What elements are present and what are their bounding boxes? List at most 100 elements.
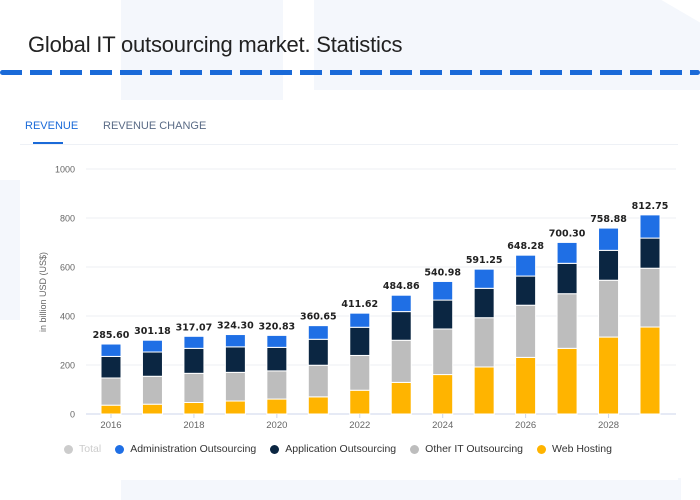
legend-dot-icon (115, 444, 125, 454)
bar-segment (598, 227, 620, 251)
bar-segment (307, 364, 329, 398)
bar-segment (224, 346, 246, 373)
x-tick-label: 2016 (100, 420, 121, 431)
bar-segment (390, 311, 412, 341)
bar-segment (100, 377, 122, 406)
legend-label: Total (79, 443, 102, 455)
x-tick-label: 2018 (183, 420, 204, 431)
bar-segment (349, 312, 371, 328)
bar-segment (183, 401, 205, 415)
bar-segment (183, 347, 205, 374)
bar-segment (183, 372, 205, 403)
bar-segment (473, 317, 495, 368)
legend-label: Application Outsourcing (285, 443, 397, 455)
bar-segment (556, 262, 578, 295)
tab-revenue-change[interactable]: REVENUE CHANGE (103, 120, 207, 132)
bar-segment (556, 241, 578, 264)
bar-segment (515, 254, 537, 277)
bar-segment (141, 403, 163, 415)
bar-segment (473, 366, 495, 415)
legend-label: Other IT Outsourcing (425, 443, 524, 455)
bar-segment (266, 346, 288, 372)
y-tick-label: 1000 (55, 165, 75, 175)
total-data-label: 591.25 (466, 255, 503, 266)
total-data-label: 411.62 (341, 299, 378, 310)
legend: Total Administration Outsourcing Applica… (64, 443, 612, 455)
total-data-label: 540.98 (424, 267, 461, 278)
total-data-label: 484.86 (383, 281, 420, 292)
legend-item-other[interactable]: Other IT Outsourcing (410, 443, 523, 455)
legend-item-admin[interactable]: Administration Outsourcing (115, 443, 256, 455)
tab-revenue[interactable]: REVENUE (25, 120, 79, 132)
bar-segment (224, 334, 246, 348)
total-data-label: 320.83 (259, 321, 296, 332)
bar-segment (349, 389, 371, 415)
x-tick-label: 2028 (598, 420, 619, 431)
bar-segment (556, 347, 578, 415)
bar-segment (515, 356, 537, 415)
bar-segment (100, 343, 122, 357)
y-tick-label: 0 (70, 410, 75, 420)
y-tick-label: 600 (60, 263, 75, 273)
bar-segment (224, 371, 246, 402)
bar-segment (556, 293, 578, 349)
bar-segment (390, 339, 412, 383)
bar-segment (307, 396, 329, 415)
bar-segment (432, 280, 454, 301)
bar-segment (598, 249, 620, 281)
total-data-label: 758.88 (590, 214, 627, 225)
bar-segment (639, 326, 661, 415)
x-tick-label: 2024 (432, 420, 453, 431)
x-tick-label: 2022 (349, 420, 370, 431)
total-data-label: 301.18 (134, 326, 171, 337)
bar-segment (141, 375, 163, 405)
bar-segment (141, 339, 163, 353)
bar-segment (100, 404, 122, 415)
total-data-label: 700.30 (549, 228, 586, 239)
total-data-label: 812.75 (632, 201, 669, 212)
bar-segment (266, 398, 288, 415)
legend-label: Administration Outsourcing (130, 443, 257, 455)
legend-item-web[interactable]: Web Hosting (537, 443, 612, 455)
x-tick-label: 2026 (515, 420, 536, 431)
bar-segment (266, 334, 288, 348)
legend-dot-icon (270, 444, 280, 454)
y-axis-label: in billion USD (US$) (38, 252, 48, 332)
y-tick-label: 200 (60, 361, 75, 371)
legend-item-app[interactable]: Application Outsourcing (270, 443, 396, 455)
legend-item-total[interactable]: Total (64, 443, 101, 455)
bar-segment (390, 381, 412, 415)
bar-segment (639, 237, 661, 269)
bar-segment (432, 374, 454, 415)
bar-segment (473, 268, 495, 289)
legend-dot-icon (410, 444, 420, 454)
x-tick-label: 2020 (266, 420, 287, 431)
y-tick-label: 400 (60, 312, 75, 322)
bar-segment (349, 354, 371, 391)
bar-segment (639, 214, 661, 239)
background-shape (121, 0, 283, 115)
active-tab-indicator (33, 142, 63, 144)
legend-dot-icon (537, 444, 547, 454)
bar-segment (307, 325, 329, 340)
background-shape (0, 180, 20, 320)
legend-label: Web Hosting (552, 443, 612, 455)
bar-segment (349, 326, 371, 356)
bar-segment (266, 370, 288, 400)
bar-segment (183, 335, 205, 349)
legend-dot-icon (64, 444, 73, 454)
dashed-divider (0, 70, 700, 75)
bar-segment (639, 267, 661, 328)
total-data-label: 285.60 (93, 330, 130, 341)
bar-segment (141, 351, 163, 377)
chart-tabs: REVENUE REVENUE CHANGE (20, 100, 678, 145)
bar-segment (100, 355, 122, 379)
background-shape (314, 0, 700, 90)
total-data-label: 324.30 (217, 321, 254, 332)
bar-segment (515, 304, 537, 358)
bar-segment (598, 279, 620, 338)
bar-segment (432, 328, 454, 376)
bar-segment (432, 299, 454, 330)
bar-segment (515, 275, 537, 306)
